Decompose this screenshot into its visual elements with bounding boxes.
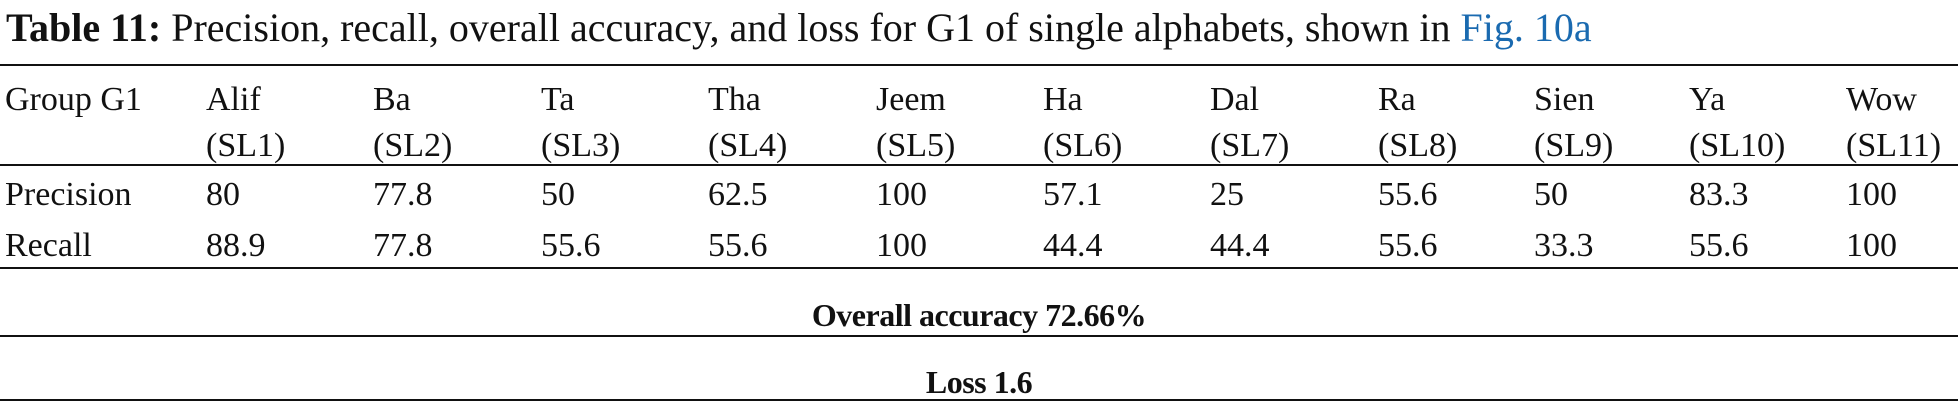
column-code: (SL10) — [1689, 127, 1786, 164]
column-code: (SL5) — [876, 127, 956, 164]
column-code: (SL3) — [541, 127, 621, 164]
cell: 80 — [206, 176, 240, 213]
cell: 55.6 — [1378, 227, 1438, 264]
caption-text: Precision, recall, overall accuracy, and… — [171, 5, 1451, 50]
column-name: Ya — [1689, 81, 1726, 118]
cell: 77.8 — [373, 176, 433, 213]
row-label: Precision — [5, 176, 132, 213]
cell: 33.3 — [1534, 227, 1594, 264]
cell: 88.9 — [206, 227, 266, 264]
column-name: Jeem — [876, 81, 946, 118]
cell: 50 — [1534, 176, 1568, 213]
cell: 83.3 — [1689, 176, 1749, 213]
column-name: Tha — [708, 81, 761, 118]
cell: 55.6 — [1689, 227, 1749, 264]
column-name: Sien — [1534, 81, 1595, 118]
column-code: (SL8) — [1378, 127, 1458, 164]
footer-cell: Loss 1.6 — [925, 364, 1033, 400]
cell: 25 — [1210, 176, 1244, 213]
caption-label: Table 11: — [6, 5, 162, 50]
column-name: Alif — [206, 81, 261, 118]
column-name: Ha — [1043, 81, 1083, 118]
column-name: Ta — [541, 81, 575, 118]
column-code: (SL1) — [206, 127, 286, 164]
cell: 100 — [876, 176, 927, 213]
column-name: Dal — [1210, 81, 1260, 118]
cell: 100 — [876, 227, 927, 264]
corner-cell: Group G1 — [5, 81, 142, 118]
footer-cell: Overall accuracy 72.66% — [811, 297, 1147, 333]
column-code: (SL6) — [1043, 127, 1123, 164]
cell: 44.4 — [1210, 227, 1270, 264]
cell: 100 — [1846, 227, 1897, 264]
cell: 50 — [541, 176, 575, 213]
table-caption: Table 11: Precision, recall, overall accu… — [6, 6, 1592, 50]
cell: 100 — [1846, 176, 1897, 213]
cell: 55.6 — [708, 227, 768, 264]
column-code: (SL7) — [1210, 127, 1290, 164]
cell: 77.8 — [373, 227, 433, 264]
column-code: (SL2) — [373, 127, 453, 164]
rule — [0, 267, 1958, 269]
cell: 55.6 — [541, 227, 601, 264]
caption-link[interactable]: Fig. 10a — [1460, 5, 1592, 50]
column-name: Ba — [373, 81, 411, 118]
column-name: Wow — [1846, 81, 1917, 118]
row-label: Recall — [5, 227, 92, 264]
column-name: Ra — [1378, 81, 1416, 118]
column-code: (SL11) — [1846, 127, 1942, 164]
rule — [0, 64, 1958, 66]
rule — [0, 399, 1958, 401]
column-code: (SL4) — [708, 127, 788, 164]
rule — [0, 335, 1958, 337]
column-code: (SL9) — [1534, 127, 1614, 164]
cell: 57.1 — [1043, 176, 1103, 213]
cell: 62.5 — [708, 176, 768, 213]
rule — [0, 164, 1958, 166]
cell: 44.4 — [1043, 227, 1103, 264]
cell: 55.6 — [1378, 176, 1438, 213]
